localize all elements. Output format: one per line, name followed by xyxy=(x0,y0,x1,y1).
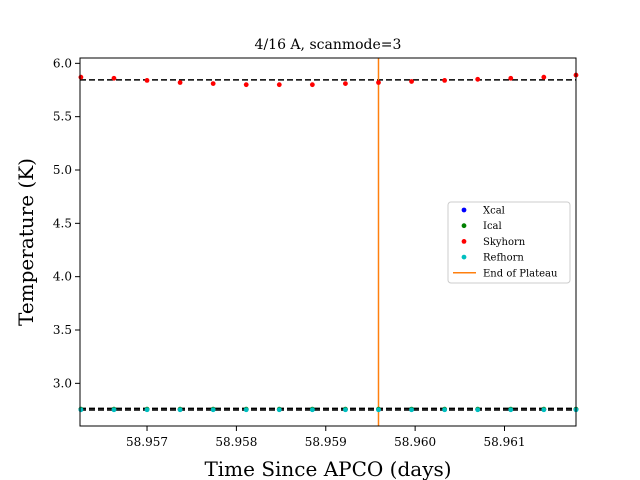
legend: Xcal Ical Skyhorn Refhorn End of Plateau xyxy=(447,201,571,284)
skyhorn-point xyxy=(144,78,150,83)
legend-label-end-of-plateau: End of Plateau xyxy=(483,268,558,279)
legend-label-xcal: Xcal xyxy=(483,206,505,217)
legend-swatch-ical xyxy=(461,223,467,229)
y-tick-label: 4.5 xyxy=(53,216,72,230)
refhorn-point xyxy=(276,407,282,413)
refhorn-point xyxy=(541,407,547,413)
skyhorn-point xyxy=(111,75,117,81)
refhorn-point xyxy=(309,407,315,413)
x-axis-label: Time Since APCO (days) xyxy=(204,457,451,480)
legend-label-skyhorn: Skyhorn xyxy=(483,237,526,248)
refhorn-point xyxy=(243,407,249,413)
x-tick-label: 58.961 xyxy=(484,435,526,449)
legend-label-ical: Ical xyxy=(483,221,502,232)
skyhorn-point xyxy=(343,81,348,86)
legend-label-refhorn: Refhorn xyxy=(483,253,524,264)
skyhorn-point xyxy=(309,82,315,88)
skyhorn-point xyxy=(276,82,282,88)
skyhorn-point xyxy=(376,80,381,85)
skyhorn-point xyxy=(210,81,216,86)
refhorn-point xyxy=(210,407,216,413)
refhorn-point xyxy=(78,407,84,413)
refhorn-point xyxy=(475,407,481,413)
x-tick-label: 58.957 xyxy=(126,435,168,449)
skyhorn-point xyxy=(475,76,481,82)
y-tick-label: 5.5 xyxy=(53,110,72,124)
skyhorn-point xyxy=(508,75,514,81)
skyhorn-point xyxy=(442,78,448,83)
refhorn-point xyxy=(144,407,150,413)
skyhorn-point xyxy=(78,74,84,80)
y-tick-label: 5.0 xyxy=(53,163,72,177)
skyhorn-point xyxy=(409,79,414,84)
y-axis-label: Temperature (K) xyxy=(14,158,38,326)
skyhorn-point xyxy=(541,74,547,80)
refhorn-point xyxy=(177,407,183,413)
legend-frame xyxy=(447,201,571,284)
legend-swatch-refhorn xyxy=(461,254,467,260)
plot-frame xyxy=(79,57,577,427)
y-tick-label: 3.0 xyxy=(53,376,72,390)
y-tick-label: 6.0 xyxy=(53,56,72,70)
refhorn-point xyxy=(376,407,381,413)
refhorn-point xyxy=(508,407,514,413)
y-tick-label: 3.5 xyxy=(53,323,72,337)
x-tick-label: 58.958 xyxy=(215,435,257,449)
y-tick-label: 4.0 xyxy=(53,270,72,284)
refhorn-point xyxy=(442,407,448,413)
skyhorn-point xyxy=(243,82,249,88)
legend-swatch-skyhorn xyxy=(461,239,467,244)
skyhorn-point xyxy=(177,80,183,85)
x-tick-label: 58.960 xyxy=(394,435,436,449)
refhorn-point xyxy=(111,407,117,413)
legend-swatch-xcal xyxy=(461,207,467,213)
refhorn-point xyxy=(409,407,414,413)
refhorn-point xyxy=(343,407,348,413)
chart-title: 4/16 A, scanmode=3 xyxy=(255,37,402,53)
x-tick-label: 58.959 xyxy=(305,435,347,449)
